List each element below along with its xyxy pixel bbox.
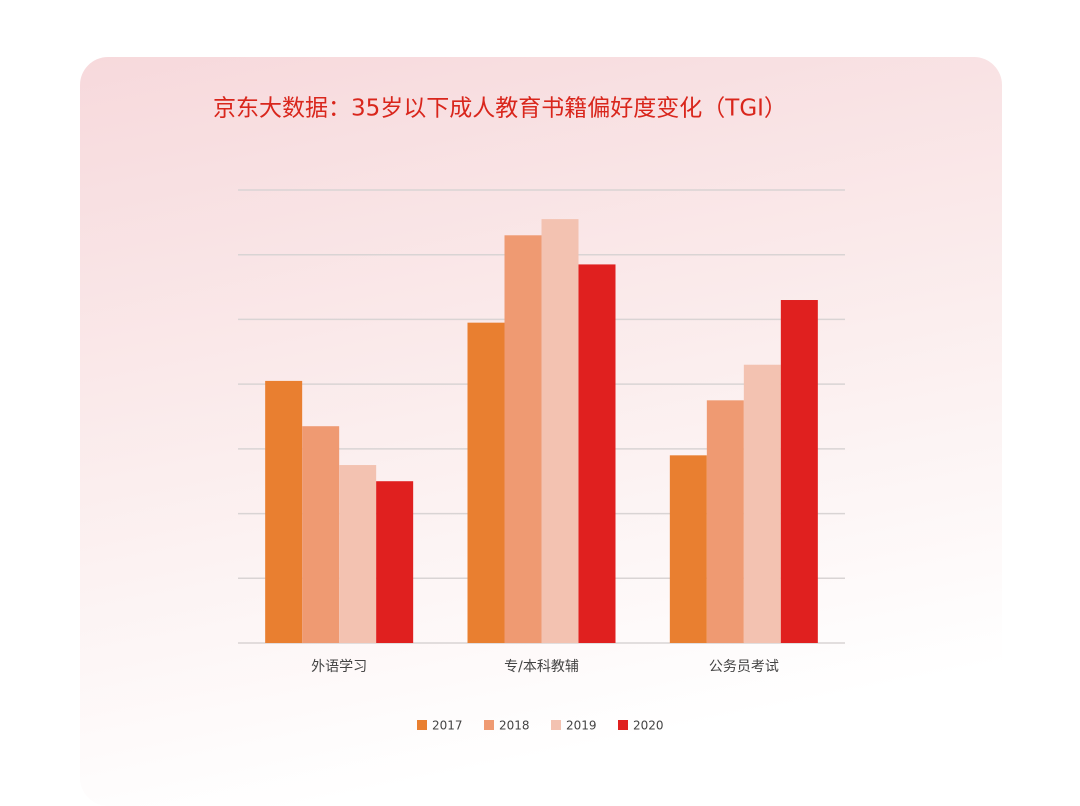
x-tick-label: 外语学习 [311, 659, 367, 675]
legend-label: 2020 [633, 719, 664, 733]
chart-title: 京东大数据：35岁以下成人教育书籍偏好度变化（TGI） [213, 96, 787, 122]
bar [669, 455, 707, 643]
bar [780, 300, 818, 643]
legend-swatch [551, 720, 561, 730]
bar [541, 219, 579, 643]
bar [302, 426, 340, 643]
legend-swatch [417, 720, 427, 730]
x-tick-label: 公务员考试 [709, 659, 779, 675]
bar [467, 322, 505, 643]
legend-label: 2018 [499, 719, 530, 733]
bar [376, 481, 414, 643]
bar [504, 235, 542, 644]
bar [339, 465, 377, 643]
legend-label: 2019 [566, 719, 597, 733]
legend-swatch [618, 720, 628, 730]
bar [265, 380, 303, 643]
legend-swatch [484, 720, 494, 730]
bar [706, 400, 744, 643]
bar [578, 264, 616, 643]
legend-label: 2017 [432, 719, 463, 733]
x-tick-label: 专/本科教辅 [504, 659, 579, 675]
bar [743, 364, 781, 643]
